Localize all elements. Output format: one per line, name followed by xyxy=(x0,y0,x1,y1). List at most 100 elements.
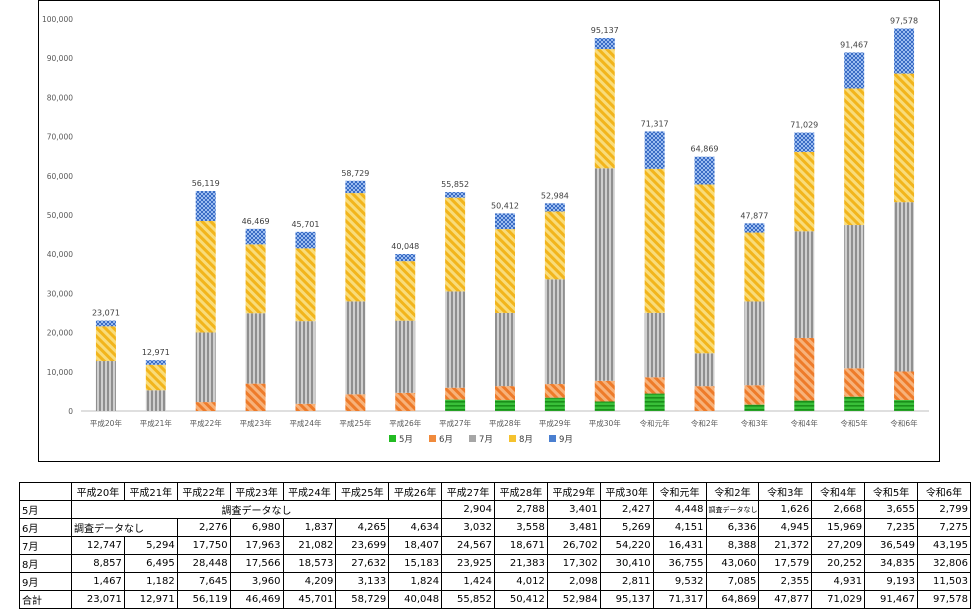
legend-swatch xyxy=(509,435,516,442)
bar-segment-7月 xyxy=(245,313,266,384)
table-cell: 2,427 xyxy=(599,500,654,519)
table-cell: 27,209 xyxy=(811,536,866,555)
table-cell: 1,424 xyxy=(441,572,495,591)
legend-label: 9月 xyxy=(559,435,573,445)
y-tick-label: 30,000 xyxy=(47,289,73,298)
bar-segment-8月 xyxy=(544,211,565,280)
column-header: 平成22年 xyxy=(176,482,231,501)
table-cell: 17,750 xyxy=(176,536,231,555)
bar-segment-6月 xyxy=(794,337,815,401)
table-cell: 4,151 xyxy=(652,518,707,537)
legend-swatch xyxy=(549,435,556,442)
total-labels: 23,071 12,971 56,119 46,469 45,701 58,729 40,0… xyxy=(92,16,918,357)
table-cell: 46,469 xyxy=(229,590,284,609)
table-row: 5月 調査データなし 2,904 2,788 3,401 2,427 4,448 調査データな… xyxy=(19,500,971,519)
table-cell: 5,294 xyxy=(123,536,178,555)
bar-segment-8月 xyxy=(245,244,266,314)
table-cell: 2,355 xyxy=(758,572,813,591)
bar-segment-5月 xyxy=(894,400,915,411)
bar-segment-9月 xyxy=(295,231,316,249)
table-cell: 17,579 xyxy=(758,554,813,573)
table-cell: 45,701 xyxy=(282,590,337,609)
table-cell: 3,481 xyxy=(546,518,601,537)
table-cell: 40,048 xyxy=(388,590,443,609)
total-label: 64,869 xyxy=(691,145,719,154)
total-label: 52,984 xyxy=(541,191,569,200)
table-cell: 3,401 xyxy=(546,500,601,519)
bar-segment-7月 xyxy=(95,361,116,411)
x-axis: 平成20年 平成21年 平成22年 平成23年 平成24年 平成25年 平成26年 平成27年… xyxy=(90,418,918,428)
bar-segment-6月 xyxy=(295,403,316,411)
table-cell: 43,060 xyxy=(705,554,760,573)
x-tick-label: 平成29年 xyxy=(539,418,572,428)
bar-segment-6月 xyxy=(245,383,266,411)
y-tick-label: 50,000 xyxy=(47,211,73,220)
column-header: 平成30年 xyxy=(599,482,654,501)
table-cell: 17,302 xyxy=(546,554,601,573)
table-cell: 23,071 xyxy=(71,590,125,609)
table-cell: 21,082 xyxy=(282,536,337,555)
y-tick-label: 0 xyxy=(68,407,73,416)
table-cell: 56,119 xyxy=(176,590,231,609)
table-header-row: 平成20年 平成21年 平成22年 平成23年 平成24年 平成25年 平成26年 平成27年… xyxy=(19,482,971,501)
total-label: 12,971 xyxy=(142,348,170,357)
table-cell: 6,980 xyxy=(229,518,284,537)
table-cell: 1,626 xyxy=(758,500,813,519)
table-cell: 18,671 xyxy=(494,536,548,555)
table-cell: 5月 xyxy=(19,500,72,519)
column-header: 令和元年 xyxy=(652,482,707,501)
table-cell: 15,969 xyxy=(811,518,866,537)
bar-segment-7月 xyxy=(295,321,316,404)
table-cell: 6,336 xyxy=(705,518,760,537)
bar-segment-9月 xyxy=(594,38,615,50)
table-cell: 50,412 xyxy=(494,590,548,609)
bars xyxy=(95,28,915,411)
bar-segment-6月 xyxy=(694,386,715,411)
table-cell: 2,799 xyxy=(917,500,971,519)
table-cell: 32,806 xyxy=(917,554,971,573)
y-tick-label: 90,000 xyxy=(47,54,73,63)
bar-segment-5月 xyxy=(544,397,565,411)
table-cell: 54,220 xyxy=(599,536,654,555)
table-cell: 1,467 xyxy=(71,572,125,591)
total-label: 97,578 xyxy=(890,16,918,25)
table-cell: 17,566 xyxy=(229,554,284,573)
bar-segment-7月 xyxy=(395,320,416,393)
table-cell: 4,945 xyxy=(758,518,813,537)
bar-segment-8月 xyxy=(894,73,915,203)
bar-segment-6月 xyxy=(495,386,515,401)
bar-segment-5月 xyxy=(794,400,815,411)
y-tick-label: 100,000 xyxy=(42,15,73,24)
x-tick-label: 令和6年 xyxy=(890,418,918,428)
y-tick-label: 80,000 xyxy=(47,93,73,102)
table-row: 合計 23,071 12,971 56,119 46,469 45,701 58,729 40… xyxy=(19,590,971,609)
bar-segment-9月 xyxy=(694,156,715,185)
table-cell: 16,431 xyxy=(652,536,707,555)
bar-segment-7月 xyxy=(744,301,765,386)
table-cell: 調査データなし xyxy=(70,500,443,519)
bar-segment-8月 xyxy=(345,193,366,302)
y-tick-label: 10,000 xyxy=(47,368,73,377)
bar-segment-5月 xyxy=(495,400,515,411)
table-cell: 7,235 xyxy=(864,518,918,537)
bar-segment-7月 xyxy=(445,291,466,388)
bar-segment-7月 xyxy=(544,279,565,385)
total-label: 55,852 xyxy=(441,180,469,189)
column-header: 令和2年 xyxy=(705,482,760,501)
table-cell: 2,811 xyxy=(599,572,654,591)
x-tick-label: 平成26年 xyxy=(389,418,422,428)
table-cell: 6月 xyxy=(19,518,72,537)
bar-segment-9月 xyxy=(894,28,915,74)
table-cell: 7,275 xyxy=(917,518,971,537)
table-cell: 23,699 xyxy=(335,536,390,555)
bar-segment-8月 xyxy=(95,326,116,362)
table-row: 7月 12,747 5,294 17,750 17,963 21,082 23,699 18,… xyxy=(19,536,971,555)
table-cell: 12,747 xyxy=(71,536,125,555)
table-cell: 28,448 xyxy=(176,554,231,573)
column-header: 平成23年 xyxy=(229,482,284,501)
bar-segment-6月 xyxy=(744,385,765,405)
table-cell: 3,133 xyxy=(335,572,390,591)
bar-segment-6月 xyxy=(544,384,565,398)
table-row: 9月 1,467 1,182 7,645 3,960 4,209 3,133 1,824 1,4… xyxy=(19,572,971,591)
x-tick-label: 平成20年 xyxy=(90,418,123,428)
